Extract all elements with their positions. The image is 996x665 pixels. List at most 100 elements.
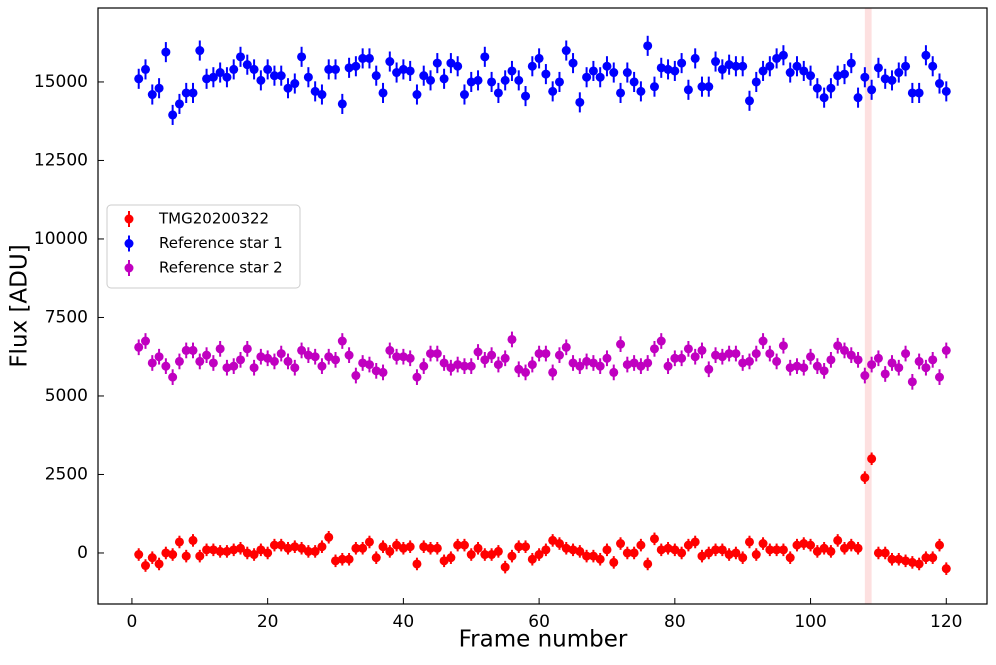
data-point — [561, 543, 571, 553]
data-point — [907, 557, 917, 567]
data-point — [521, 367, 531, 377]
data-point — [785, 553, 795, 563]
data-point — [398, 352, 408, 362]
data-point — [208, 545, 218, 555]
data-point — [331, 64, 341, 74]
data-point — [283, 356, 293, 366]
x-tick-label: 120 — [930, 612, 962, 632]
data-point — [839, 543, 849, 553]
data-point — [609, 68, 619, 78]
data-point — [446, 553, 456, 563]
data-point — [561, 46, 571, 56]
data-point — [819, 366, 829, 376]
data-point — [677, 58, 687, 68]
data-point — [670, 66, 680, 76]
data-point — [269, 540, 279, 550]
data-point — [548, 535, 558, 545]
y-tick-label: 2500 — [45, 464, 88, 484]
data-point — [493, 88, 503, 98]
data-point — [738, 553, 748, 563]
data-point — [622, 548, 632, 558]
data-point — [636, 540, 646, 550]
data-point — [480, 550, 490, 560]
data-point — [337, 336, 347, 346]
data-point — [297, 345, 307, 355]
data-point — [297, 52, 307, 62]
data-point — [602, 353, 612, 363]
data-point — [934, 79, 944, 89]
data-point — [799, 363, 809, 373]
data-point — [222, 546, 232, 556]
data-point — [256, 352, 266, 362]
data-point — [229, 361, 239, 371]
x-tick-label: 80 — [664, 612, 686, 632]
data-point — [934, 540, 944, 550]
data-point — [310, 86, 320, 96]
data-point — [873, 353, 883, 363]
data-point — [263, 64, 273, 74]
data-point — [147, 553, 157, 563]
data-point — [839, 345, 849, 355]
data-point — [724, 550, 734, 560]
data-point — [412, 559, 422, 569]
data-point — [371, 366, 381, 376]
data-point — [459, 540, 469, 550]
legend-marker — [124, 239, 134, 248]
data-point — [778, 50, 788, 60]
data-point — [846, 540, 856, 550]
data-point — [208, 358, 218, 368]
data-point — [453, 61, 463, 71]
data-point — [921, 553, 931, 563]
data-point — [643, 559, 653, 569]
data-point — [914, 88, 924, 98]
data-point — [283, 83, 293, 93]
data-point — [344, 63, 354, 73]
data-point — [154, 352, 164, 362]
data-point — [141, 64, 151, 74]
data-point — [242, 344, 252, 354]
data-point — [819, 93, 829, 103]
data-point — [392, 68, 402, 78]
x-tick-label: 100 — [794, 612, 826, 632]
data-point — [398, 543, 408, 553]
data-point — [303, 546, 313, 556]
data-point — [649, 344, 659, 354]
data-point — [799, 539, 809, 549]
data-point — [697, 551, 707, 561]
data-point — [141, 336, 151, 346]
data-point — [833, 71, 843, 81]
data-point — [887, 554, 897, 564]
data-point — [195, 356, 205, 366]
data-point — [636, 86, 646, 96]
data-point — [928, 61, 938, 71]
data-point — [595, 554, 605, 564]
data-point — [269, 356, 279, 366]
data-point — [704, 548, 714, 558]
data-point — [934, 372, 944, 382]
data-point — [582, 356, 592, 366]
data-point — [921, 363, 931, 373]
data-point — [677, 353, 687, 363]
data-point — [833, 535, 843, 545]
data-point — [507, 66, 517, 76]
data-point — [473, 75, 483, 85]
data-point — [616, 539, 626, 549]
data-point — [649, 82, 659, 92]
data-point — [181, 345, 191, 355]
data-point — [283, 543, 293, 553]
data-point — [697, 345, 707, 355]
data-point — [168, 372, 178, 382]
data-point — [772, 356, 782, 366]
data-point — [521, 542, 531, 552]
data-point — [907, 377, 917, 387]
data-point — [168, 550, 178, 560]
data-point — [690, 352, 700, 362]
data-point — [609, 557, 619, 567]
data-point — [385, 345, 395, 355]
data-point — [690, 537, 700, 547]
data-point — [419, 361, 429, 371]
data-point — [208, 72, 218, 82]
data-point — [914, 559, 924, 569]
data-point — [358, 543, 368, 553]
